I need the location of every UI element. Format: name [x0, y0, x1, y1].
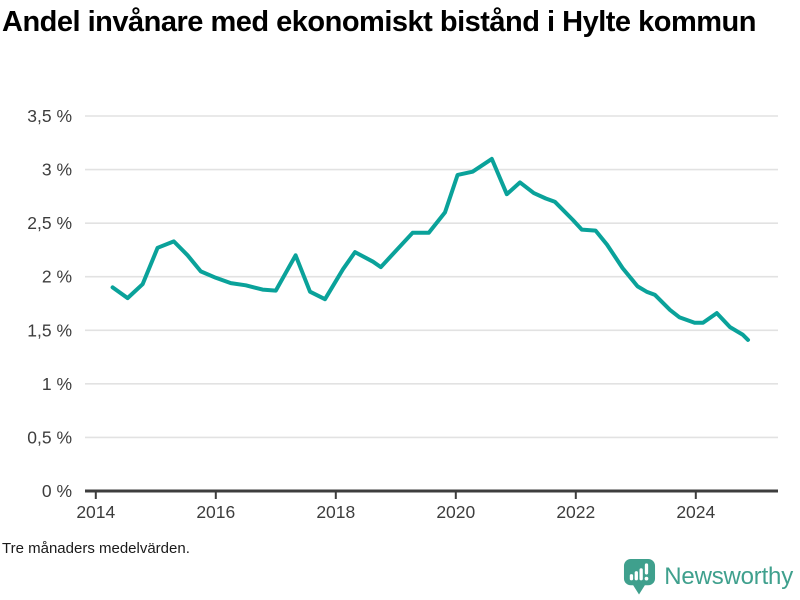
exclamation-dot	[644, 576, 649, 581]
bar-chart-glyph	[630, 563, 649, 581]
y-tick-label: 3,5 %	[27, 106, 72, 126]
x-tick-label: 2014	[76, 502, 115, 522]
bar-chart-speech-bubble-icon	[624, 559, 656, 595]
exclamation-bar	[645, 563, 649, 575]
chart-footnote: Tre månaders medelvärden.	[2, 540, 190, 557]
y-tick-label: 2,5 %	[27, 213, 72, 233]
y-tick-label: 1,5 %	[27, 320, 72, 340]
x-tick-label: 2024	[676, 502, 715, 522]
y-tick-label: 0,5 %	[27, 427, 72, 447]
x-tick-label: 2018	[316, 502, 355, 522]
newsworthy-logo[interactable]: Newsworthy	[623, 558, 793, 596]
chart-title: Andel invånare med ekonomiskt bistånd i …	[2, 6, 756, 38]
x-tick-label: 2020	[436, 502, 475, 522]
data-line	[110, 156, 750, 342]
x-tick-label: 2022	[556, 502, 595, 522]
y-tick-label: 2 %	[42, 267, 72, 287]
y-tick-label: 0 %	[42, 481, 72, 501]
brand-name: Newsworthy	[664, 563, 793, 590]
x-tick-label: 2016	[196, 502, 235, 522]
y-tick-label: 1 %	[42, 374, 72, 394]
y-tick-label: 3 %	[42, 160, 72, 180]
